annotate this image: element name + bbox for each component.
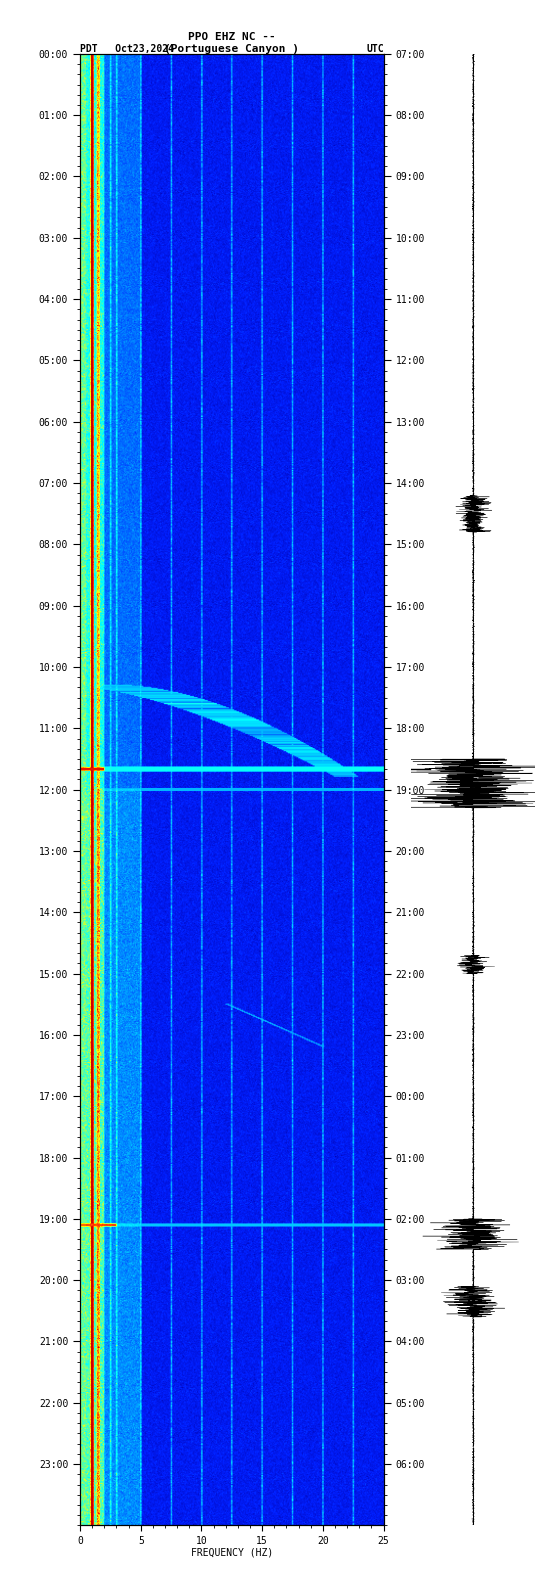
Text: UTC: UTC	[366, 44, 384, 54]
Text: PPO EHZ NC --: PPO EHZ NC --	[188, 32, 275, 41]
Text: PDT   Oct23,2024: PDT Oct23,2024	[80, 44, 174, 54]
Text: (Portuguese Canyon ): (Portuguese Canyon )	[164, 44, 299, 54]
X-axis label: FREQUENCY (HZ): FREQUENCY (HZ)	[190, 1548, 273, 1557]
